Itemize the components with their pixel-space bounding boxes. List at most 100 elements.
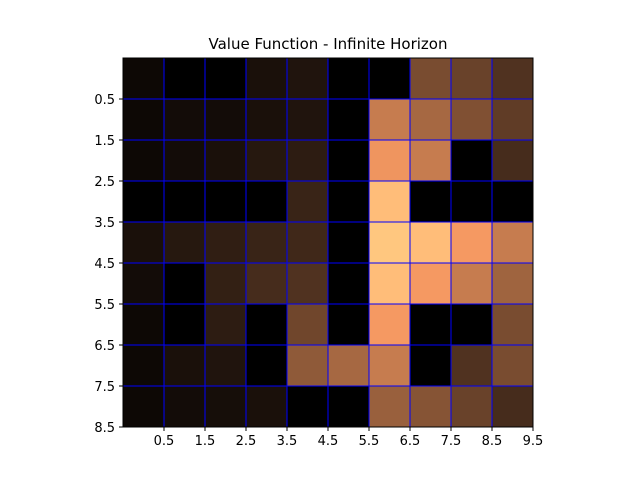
y-tick-label-7: 7.5 [94,380,115,395]
heatmap-cell-r3-c3 [246,181,287,222]
heatmap-cell-r8-c4 [287,386,328,427]
heatmap-cell-r7-c3 [246,345,287,386]
y-tick-label-6: 6.5 [94,339,115,354]
heatmap-cell-r7-c4 [287,345,328,386]
y-tick-label-5: 5.5 [94,298,115,313]
heatmap-cell-r5-c7 [410,263,451,304]
tick-labels: 0.5 1.5 2.5 3.5 4.5 5.5 6.5 7.5 8.5 9.5 0.5 1.5 2.5 3… [94,93,543,449]
y-tick-label-0: 0.5 [94,93,115,108]
heatmap-cell-r2-c3 [246,140,287,181]
x-tick-label-7: 7.5 [441,434,462,449]
heatmap-cell-r2-c6 [369,140,410,181]
heatmap-cell-r0-c6 [369,58,410,99]
heatmap-cell-r2-c5 [328,140,369,181]
chart-title: Value Function - Infinite Horizon [209,35,448,53]
heatmap-cells [123,58,533,427]
heatmap-cell-r8-c8 [451,386,492,427]
y-tick-label-3: 3.5 [94,216,115,231]
heatmap-cell-r2-c0 [123,140,164,181]
heatmap-cell-r2-c7 [410,140,451,181]
heatmap-cell-r5-c5 [328,263,369,304]
heatmap-cell-r1-c2 [205,99,246,140]
x-tick-label-1: 1.5 [195,434,216,449]
heatmap-cell-r4-c0 [123,222,164,263]
heatmap-cell-r8-c7 [410,386,451,427]
heatmap-cell-r1-c5 [328,99,369,140]
heatmap-cell-r6-c7 [410,304,451,345]
heatmap-cell-r4-c2 [205,222,246,263]
heatmap-cell-r5-c4 [287,263,328,304]
heatmap-cell-r0-c2 [205,58,246,99]
heatmap-cell-r4-c1 [164,222,205,263]
heatmap-cell-r2-c1 [164,140,205,181]
heatmap-cell-r1-c6 [369,99,410,140]
heatmap-cell-r7-c8 [451,345,492,386]
heatmap-cell-r4-c4 [287,222,328,263]
heatmap-cell-r5-c2 [205,263,246,304]
heatmap-cell-r4-c9 [492,222,533,263]
x-tick-label-0: 0.5 [154,434,175,449]
heatmap-cell-r7-c5 [328,345,369,386]
heatmap-cell-r6-c9 [492,304,533,345]
y-tick-label-2: 2.5 [94,175,115,190]
heatmap-cell-r0-c1 [164,58,205,99]
y-tick-label-8: 8.5 [94,421,115,436]
heatmap-cell-r2-c8 [451,140,492,181]
x-tick-label-4: 4.5 [318,434,339,449]
heatmap-cell-r1-c7 [410,99,451,140]
heatmap-cell-r1-c1 [164,99,205,140]
heatmap-cell-r5-c6 [369,263,410,304]
heatmap-cell-r3-c2 [205,181,246,222]
x-tick-label-2: 2.5 [236,434,257,449]
heatmap-cell-r8-c3 [246,386,287,427]
heatmap-cell-r4-c8 [451,222,492,263]
heatmap-cell-r6-c0 [123,304,164,345]
heatmap-cell-r0-c4 [287,58,328,99]
heatmap-cell-r3-c7 [410,181,451,222]
y-tick-label-1: 1.5 [94,134,115,149]
heatmap-cell-r0-c8 [451,58,492,99]
x-tick-label-8: 8.5 [482,434,503,449]
heatmap-cell-r8-c6 [369,386,410,427]
heatmap-cell-r4-c3 [246,222,287,263]
heatmap-cell-r5-c1 [164,263,205,304]
heatmap-cell-r8-c2 [205,386,246,427]
heatmap-cell-r3-c0 [123,181,164,222]
heatmap-cell-r6-c8 [451,304,492,345]
heatmap-cell-r6-c4 [287,304,328,345]
x-tick-label-3: 3.5 [277,434,298,449]
heatmap-cell-r8-c5 [328,386,369,427]
heatmap-cell-r1-c0 [123,99,164,140]
heatmap-cell-r4-c6 [369,222,410,263]
heatmap-cell-r2-c2 [205,140,246,181]
heatmap-cell-r6-c2 [205,304,246,345]
heatmap-cell-r1-c8 [451,99,492,140]
heatmap-cell-r3-c4 [287,181,328,222]
heatmap-cell-r3-c9 [492,181,533,222]
heatmap-cell-r7-c1 [164,345,205,386]
heatmap-cell-r2-c4 [287,140,328,181]
heatmap-cell-r0-c7 [410,58,451,99]
heatmap-cell-r5-c8 [451,263,492,304]
heatmap-cell-r6-c5 [328,304,369,345]
heatmap-cell-r3-c6 [369,181,410,222]
heatmap-cell-r7-c6 [369,345,410,386]
x-tick-label-6: 6.5 [400,434,421,449]
heatmap-cell-r4-c7 [410,222,451,263]
heatmap-cell-r3-c8 [451,181,492,222]
heatmap-cell-r7-c7 [410,345,451,386]
heatmap-cell-r6-c3 [246,304,287,345]
heatmap-cell-r1-c9 [492,99,533,140]
heatmap-cell-r5-c9 [492,263,533,304]
heatmap-cell-r3-c1 [164,181,205,222]
heatmap-cell-r7-c2 [205,345,246,386]
heatmap-cell-r1-c3 [246,99,287,140]
x-tick-label-5: 5.5 [359,434,380,449]
heatmap-cell-r8-c9 [492,386,533,427]
y-tick-label-4: 4.5 [94,257,115,272]
heatmap-cell-r6-c1 [164,304,205,345]
x-tick-label-9: 9.5 [523,434,544,449]
heatmap-cell-r0-c9 [492,58,533,99]
